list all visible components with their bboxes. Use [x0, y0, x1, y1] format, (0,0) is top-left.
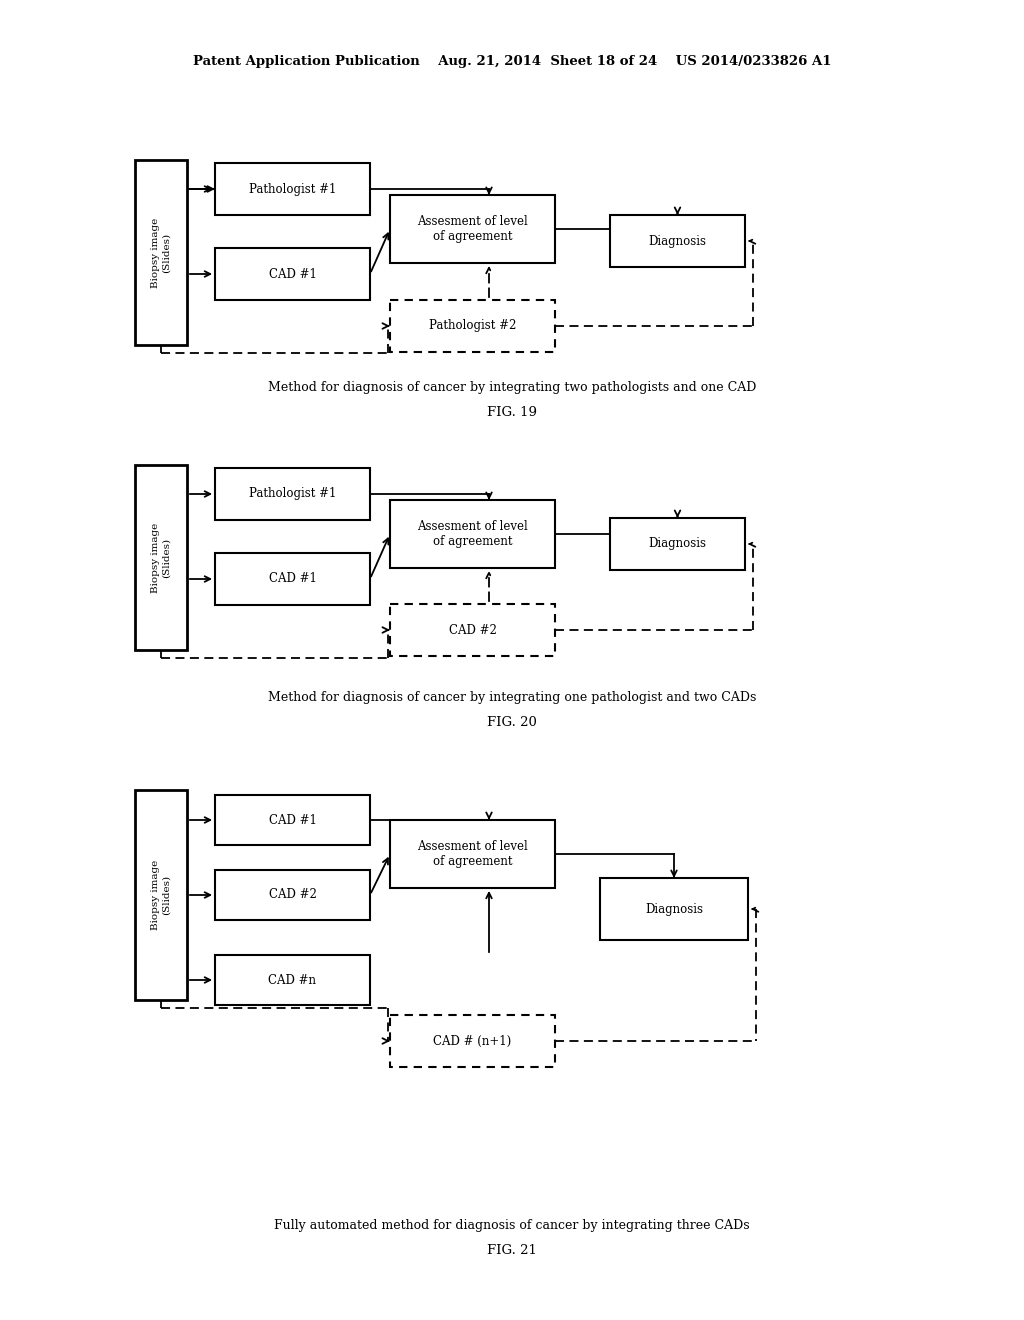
Text: Diagnosis: Diagnosis [648, 235, 707, 248]
Text: CAD #1: CAD #1 [268, 268, 316, 281]
Text: Assesment of level
of agreement: Assesment of level of agreement [417, 840, 528, 869]
Bar [135, 160, 187, 345]
Text: Assesment of level
of agreement: Assesment of level of agreement [417, 520, 528, 548]
Text: Patent Application Publication    Aug. 21, 2014  Sheet 18 of 24    US 2014/02338: Patent Application Publication Aug. 21, … [193, 55, 831, 69]
Bar [610, 215, 745, 267]
Text: Pathologist #1: Pathologist #1 [249, 487, 336, 500]
Text: CAD #1: CAD #1 [268, 573, 316, 586]
Bar [215, 795, 370, 845]
Text: Method for diagnosis of cancer by integrating one pathologist and two CADs: Method for diagnosis of cancer by integr… [268, 692, 756, 705]
Bar [600, 878, 748, 940]
Text: CAD #2: CAD #2 [268, 888, 316, 902]
Text: Pathologist #1: Pathologist #1 [249, 182, 336, 195]
Text: FIG. 21: FIG. 21 [487, 1243, 537, 1257]
Bar [215, 954, 370, 1005]
Bar [215, 162, 370, 215]
Bar [390, 820, 555, 888]
Bar [215, 870, 370, 920]
Bar [215, 248, 370, 300]
Bar [610, 517, 745, 570]
Bar [390, 1015, 555, 1067]
Text: Assesment of level
of agreement: Assesment of level of agreement [417, 215, 528, 243]
Bar [135, 789, 187, 1001]
Bar [215, 553, 370, 605]
Text: Fully automated method for diagnosis of cancer by integrating three CADs: Fully automated method for diagnosis of … [274, 1218, 750, 1232]
Text: CAD #1: CAD #1 [268, 813, 316, 826]
Text: Biopsy image
(Slides): Biopsy image (Slides) [152, 523, 171, 593]
Text: Diagnosis: Diagnosis [648, 537, 707, 550]
Bar [390, 195, 555, 263]
Text: Pathologist #2: Pathologist #2 [429, 319, 516, 333]
Text: CAD # (n+1): CAD # (n+1) [433, 1035, 512, 1048]
Text: CAD #2: CAD #2 [449, 623, 497, 636]
Bar [390, 300, 555, 352]
Bar [390, 500, 555, 568]
Text: Biopsy image
(Slides): Biopsy image (Slides) [152, 859, 171, 931]
Bar [215, 469, 370, 520]
Text: FIG. 20: FIG. 20 [487, 715, 537, 729]
Text: Biopsy image
(Slides): Biopsy image (Slides) [152, 218, 171, 288]
Text: Diagnosis: Diagnosis [645, 903, 703, 916]
Text: Method for diagnosis of cancer by integrating two pathologists and one CAD: Method for diagnosis of cancer by integr… [268, 381, 756, 395]
Bar [135, 465, 187, 649]
Text: CAD #n: CAD #n [268, 974, 316, 986]
Text: FIG. 19: FIG. 19 [487, 405, 537, 418]
Bar [390, 605, 555, 656]
